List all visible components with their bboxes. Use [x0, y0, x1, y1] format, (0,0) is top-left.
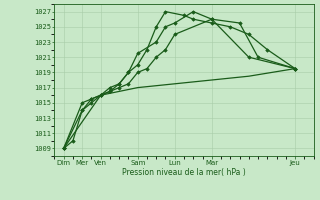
X-axis label: Pression niveau de la mer( hPa ): Pression niveau de la mer( hPa ): [122, 168, 246, 177]
